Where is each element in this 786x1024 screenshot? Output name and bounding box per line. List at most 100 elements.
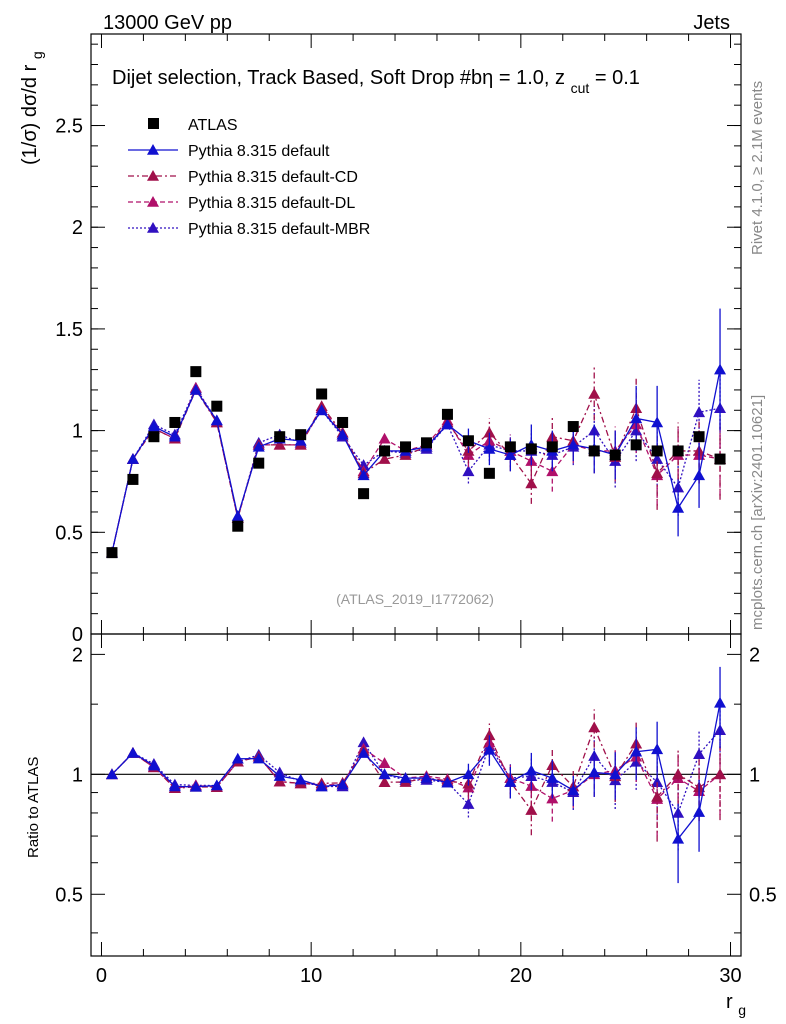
ratio-panel-frame: [90, 633, 742, 957]
data-point: [231, 510, 244, 521]
ratio-series-line: [111, 725, 721, 812]
main-y-axis-label: (1/σ) dσ/d r g: [19, 51, 45, 165]
atlas-data-point: [253, 457, 265, 469]
data-point: [336, 428, 349, 440]
ratio-data-point: [378, 776, 391, 787]
series-atlas: [106, 366, 726, 559]
ratio-data-point: [462, 768, 475, 780]
rivet-version-label: Rivet 4.1.0, ≥ 2.1M events: [749, 81, 766, 255]
legend-marker: [147, 170, 159, 181]
atlas-data-point: [274, 431, 286, 443]
ratio-data-point: [147, 759, 160, 771]
ratio-data-point: [672, 768, 685, 780]
data-point: [651, 467, 664, 479]
data-point: [651, 416, 664, 428]
atlas-data-point: [190, 366, 202, 378]
main-y-tick-label: 0.5: [55, 522, 83, 544]
x-axis-label-text: r: [726, 991, 733, 1013]
atlas-data-point: [504, 441, 516, 453]
x-axis-label: r g: [726, 991, 746, 1018]
ratio-data-point: [189, 780, 202, 792]
data-point: [483, 426, 496, 438]
header-jets-label: Jets: [693, 12, 730, 34]
atlas-data-point: [525, 443, 537, 455]
ratio-data-point: [525, 764, 538, 776]
main-y-axis-label-text: (1/σ) dσ/d r: [19, 64, 41, 165]
ratio-data-point: [714, 696, 727, 708]
atlas-data-point: [714, 453, 726, 465]
data-point: [693, 406, 706, 418]
ratio-data-point: [336, 778, 349, 790]
legend-label: Pythia 8.315 default-CD: [188, 169, 358, 186]
atlas-data-point: [232, 520, 244, 532]
atlas-data-point: [106, 547, 118, 559]
main-y-tick-label: 2: [72, 217, 83, 239]
ratio-data-point: [168, 780, 181, 792]
ratio-data-point: [273, 775, 286, 787]
data-point: [483, 442, 496, 454]
ratio-data-point: [693, 748, 706, 759]
ratio-data-point: [441, 776, 454, 788]
data-point: [189, 383, 202, 395]
main-y-tick-label: 2.5: [55, 116, 83, 138]
atlas-data-point: [630, 439, 642, 451]
ratio-data-point: [672, 832, 685, 844]
atlas-data-point: [295, 429, 307, 441]
ratio-data-point: [252, 752, 265, 764]
atlas-data-point: [316, 388, 328, 400]
ratio-data-point: [315, 780, 328, 792]
ratio-y-tick-label-right: 2: [749, 644, 760, 666]
x-tick-label: 0: [96, 965, 107, 987]
x-tick-label: 10: [300, 965, 322, 987]
data-point: [714, 363, 727, 375]
ratio-series-default: [105, 666, 727, 884]
series-mbr: [105, 367, 727, 558]
ratio-series-line: [111, 702, 721, 841]
legend-entry-cd: Pythia 8.315 default-CD: [128, 169, 358, 186]
legend-entry-atlas: ATLAS: [148, 117, 238, 134]
ratio-data-point: [105, 768, 118, 780]
main-y-ticks: 0 0.5 1 1.5 2 2.5: [55, 43, 741, 646]
ratio-data-point: [462, 798, 475, 809]
analysis-watermark: (ATLAS_2019_I1772062): [336, 591, 494, 607]
main-panel: 0 0.5 1 1.5 2 2.5 Dijet selection, Track Base…: [19, 33, 742, 646]
legend-marker: [147, 144, 159, 155]
ratio-data-point: [126, 746, 139, 758]
legend: ATLAS Pythia 8.315 default Pythia 8.315 de…: [128, 117, 370, 238]
data-point: [672, 501, 685, 513]
atlas-data-point: [441, 408, 453, 420]
data-point: [378, 432, 391, 444]
ratio-data-point: [546, 772, 559, 783]
legend-marker: [147, 196, 159, 207]
plot-title: Dijet selection, Track Based, Soft Drop …: [112, 67, 640, 98]
atlas-data-point: [546, 441, 558, 453]
atlas-data-point: [379, 445, 391, 457]
series-line: [111, 386, 721, 553]
x-tick-label: 30: [719, 965, 741, 987]
data-point: [273, 438, 286, 450]
legend-marker: [148, 118, 159, 129]
ratio-data-point: [588, 721, 601, 733]
ratio-data-point: [231, 752, 244, 764]
data-point: [462, 465, 475, 477]
ratio-data-point: [609, 768, 622, 780]
ratio-data-point: [273, 770, 286, 781]
data-point: [315, 404, 328, 416]
series-cd: [105, 367, 727, 558]
atlas-data-point: [148, 431, 160, 443]
legend-label: Pythia 8.315 default-MBR: [188, 221, 370, 238]
atlas-data-point: [567, 421, 579, 433]
mcplots-label: mcplots.cern.ch [arXiv:2401.10621]: [749, 395, 766, 630]
ratio-panel: 0.5 0.51 12 2 0 10 20 30 Ratio to ATLAS r g: [25, 34, 777, 1018]
data-point: [168, 430, 181, 442]
legend-entry-default: Pythia 8.315 default: [128, 143, 330, 160]
data-point: [504, 449, 517, 460]
data-point: [126, 453, 139, 464]
ratio-data-point: [294, 773, 307, 785]
data-point: [252, 440, 265, 452]
ratio-data-point: [357, 747, 370, 758]
ratio-data-point: [378, 757, 391, 768]
atlas-data-point: [337, 416, 349, 428]
ratio-y-tick-label-right: 0.5: [749, 884, 777, 906]
